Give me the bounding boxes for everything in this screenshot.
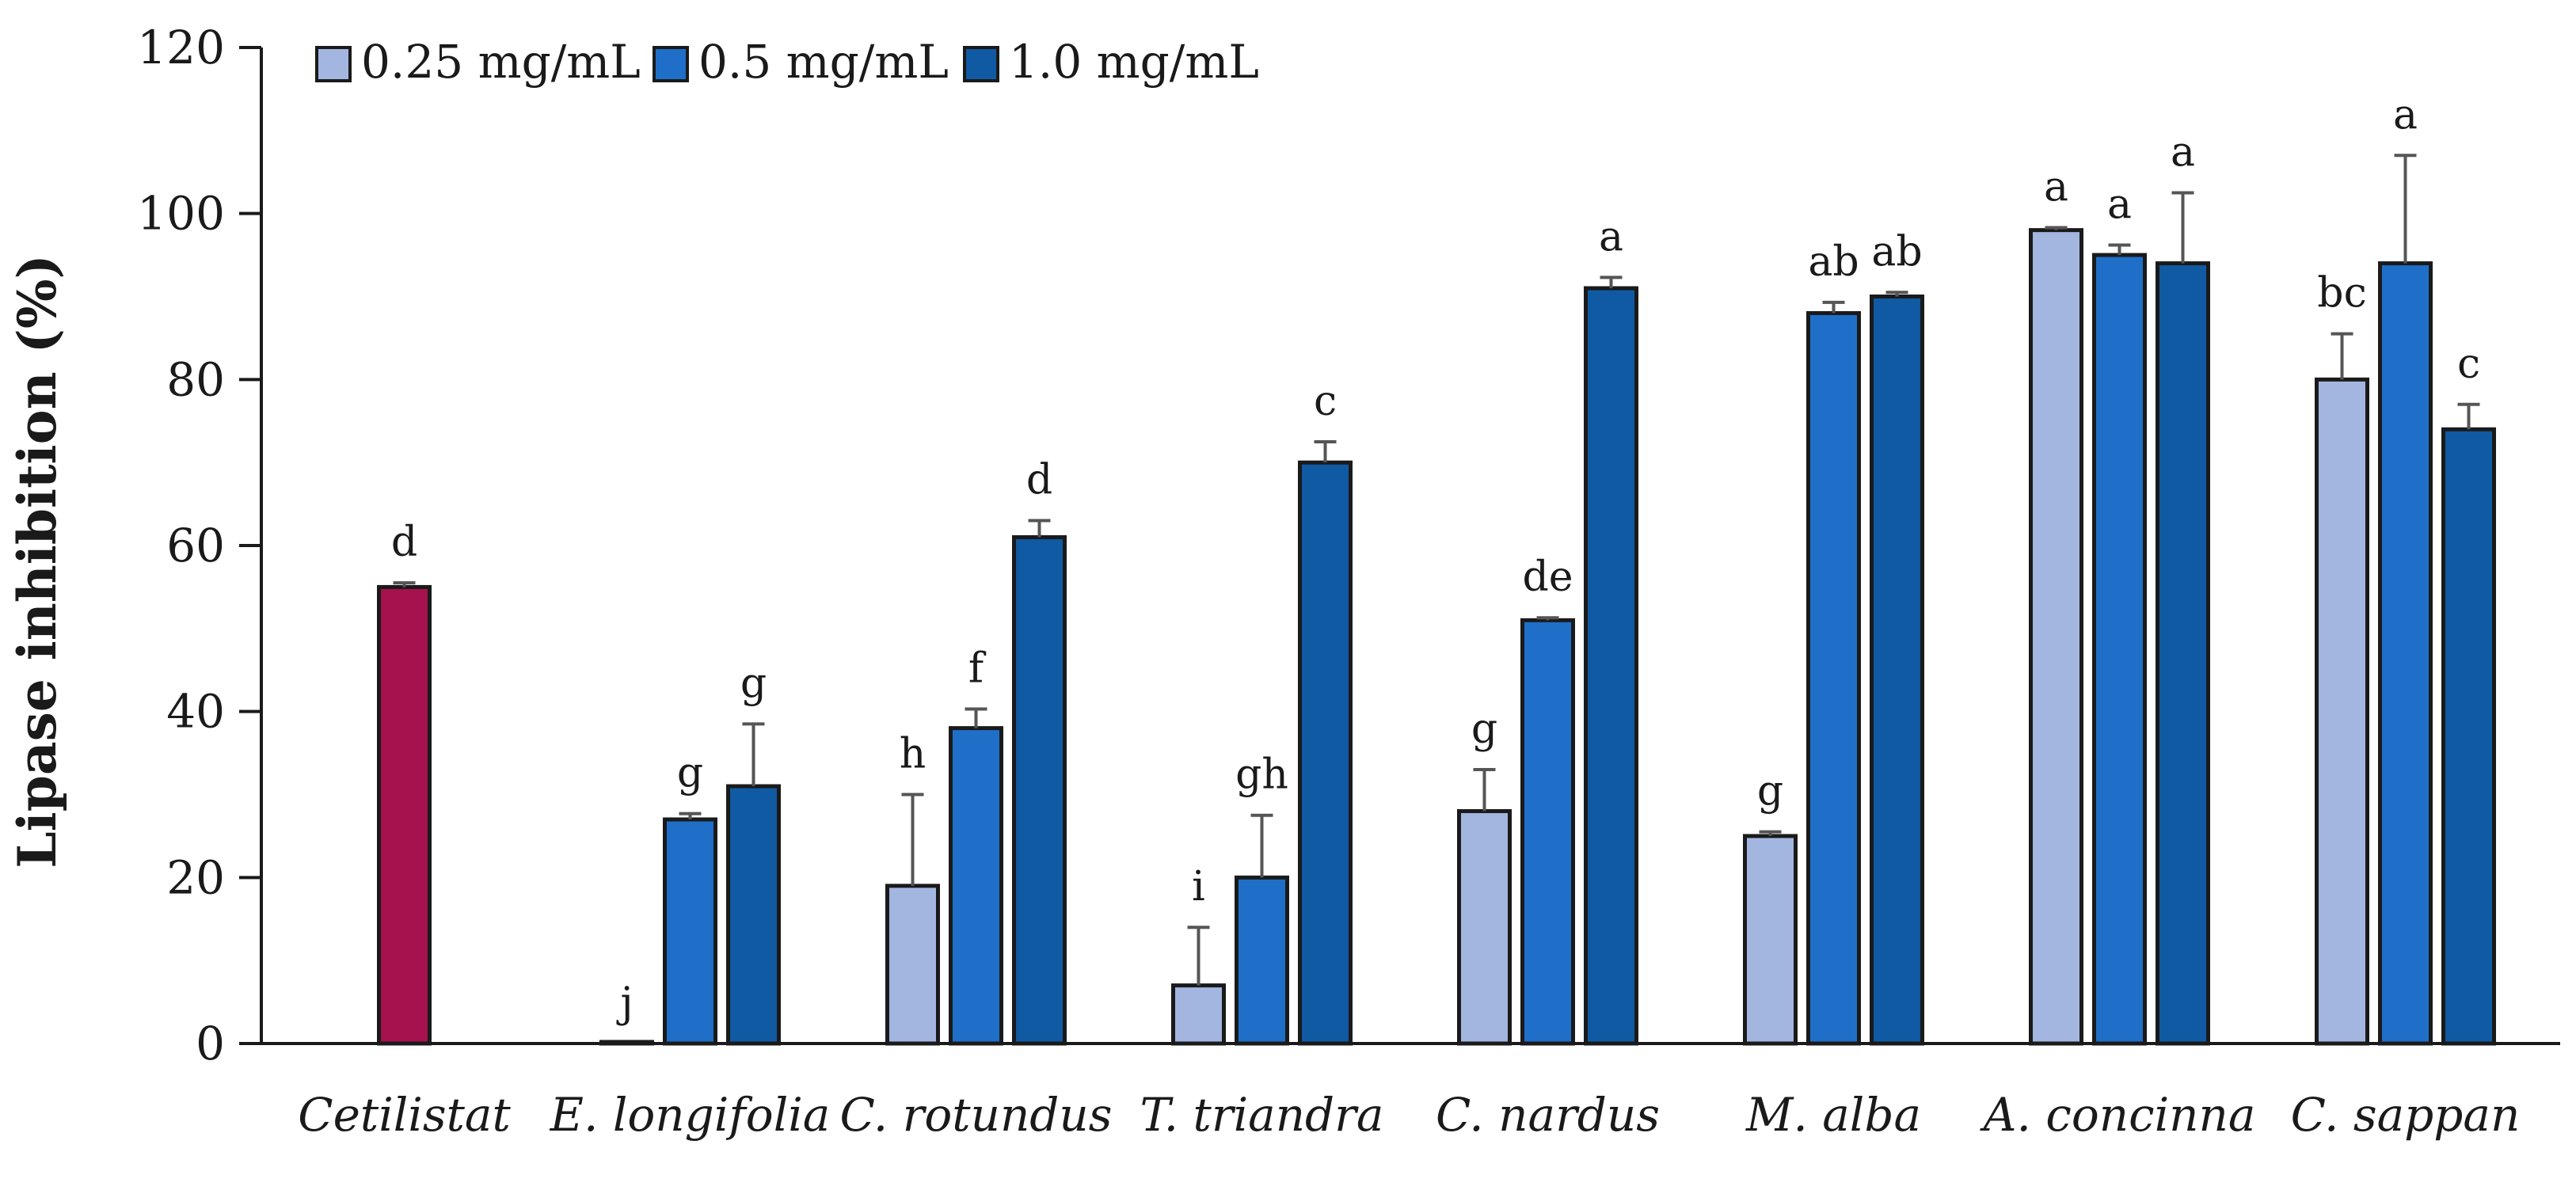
significance-label: de xyxy=(1522,553,1573,601)
bar xyxy=(1298,460,1353,1046)
bar xyxy=(1520,618,1575,1046)
significance-label: f xyxy=(968,645,987,693)
significance-label: a xyxy=(2171,128,2195,176)
legend-label: 0.5 mg/mL xyxy=(698,35,949,89)
significance-label: g xyxy=(677,750,703,797)
bar xyxy=(1743,834,1798,1046)
reference-bar xyxy=(377,584,432,1046)
significance-label: gh xyxy=(1235,751,1288,799)
bar xyxy=(949,726,1003,1046)
significance-label: d xyxy=(1026,457,1052,504)
significance-label: j xyxy=(616,979,633,1027)
significance-label: a xyxy=(2393,91,2418,139)
legend-label: 0.25 mg/mL xyxy=(361,35,641,89)
y-tick-label: 100 xyxy=(137,187,225,241)
legend-swatch xyxy=(653,46,689,82)
bar xyxy=(2315,377,2369,1046)
bar xyxy=(1012,535,1067,1046)
significance-label: d xyxy=(391,519,417,566)
significance-label: a xyxy=(1599,213,1623,260)
category-label: M. alba xyxy=(1745,1088,1921,1142)
bar xyxy=(1235,875,1289,1046)
y-tick-label: 60 xyxy=(166,519,225,572)
bar xyxy=(1870,295,1924,1046)
significance-label: ab xyxy=(1871,228,1922,276)
significance-label: c xyxy=(1314,378,1337,425)
y-tick-label: 0 xyxy=(196,1017,225,1070)
y-tick-label: 80 xyxy=(166,352,225,406)
significance-label: g xyxy=(1471,705,1497,753)
bar xyxy=(1806,310,1861,1046)
bar xyxy=(663,817,717,1046)
bar xyxy=(599,1040,654,1046)
legend-label: 1.0 mg/mL xyxy=(1009,35,1259,89)
significance-label: a xyxy=(2107,181,2132,229)
significance-label: a xyxy=(2044,163,2068,211)
category-label: C. sappan xyxy=(2291,1088,2521,1142)
significance-label: g xyxy=(740,660,767,707)
y-axis-title: Lipase inhibition (%) xyxy=(6,254,68,869)
bar xyxy=(2441,427,2496,1046)
y-tick-label: 20 xyxy=(166,850,225,904)
bar xyxy=(1584,286,1638,1046)
significance-label: i xyxy=(1192,863,1205,911)
category-label: A. concinna xyxy=(1980,1088,2256,1142)
bar xyxy=(885,884,940,1046)
category-label: C. rotundus xyxy=(839,1088,1112,1142)
y-tick-label: 120 xyxy=(137,21,225,74)
significance-label: g xyxy=(1757,768,1783,816)
y-tick-label: 40 xyxy=(166,685,225,739)
legend-swatch xyxy=(315,46,352,82)
category-label: E. longifolia xyxy=(550,1088,831,1142)
bar xyxy=(2029,228,2083,1046)
significance-label: c xyxy=(2457,340,2480,388)
bar xyxy=(726,784,781,1046)
category-label: T. triandra xyxy=(1140,1088,1384,1142)
significance-label: ab xyxy=(1808,238,1859,286)
legend-swatch xyxy=(963,46,999,82)
bar xyxy=(2092,253,2147,1046)
bar xyxy=(2156,261,2210,1046)
bar xyxy=(2378,261,2433,1046)
bar xyxy=(1457,808,1512,1046)
bar xyxy=(1171,983,1226,1046)
significance-label: h xyxy=(900,731,927,778)
category-label: Cetilistat xyxy=(298,1088,511,1142)
significance-label: bc xyxy=(2317,270,2366,317)
category-label: C. nardus xyxy=(1436,1088,1660,1142)
